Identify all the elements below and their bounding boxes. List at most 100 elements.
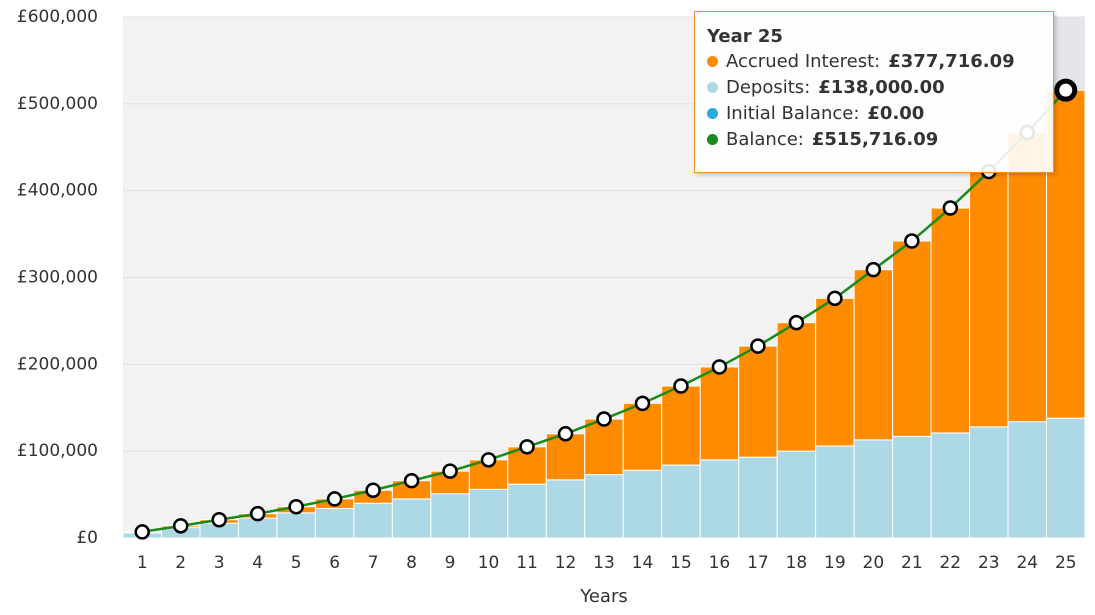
tooltip-value: £138,000.00 xyxy=(818,77,945,98)
bar-segment xyxy=(699,459,740,539)
x-tick-label: 7 xyxy=(368,553,379,573)
x-tick-label: 10 xyxy=(478,553,500,573)
tooltip-label: Balance: xyxy=(726,129,804,150)
bar-segment xyxy=(353,502,393,539)
tooltip-row: Deposits: £138,000.00 xyxy=(707,75,1041,101)
x-tick-label: 20 xyxy=(863,553,885,573)
tooltip: Year 25 Accrued Interest: £377,716.09 Depo… xyxy=(694,11,1054,173)
balance-point xyxy=(134,524,150,540)
bar-segment xyxy=(622,469,663,539)
bar-segment xyxy=(661,464,701,539)
bar-segment xyxy=(1007,131,1048,423)
bar-segment xyxy=(892,435,932,539)
balance-point xyxy=(711,359,728,375)
balance-point xyxy=(596,411,612,427)
tooltip-value: £0.00 xyxy=(867,103,925,124)
balance-point xyxy=(634,395,651,412)
bar-segment xyxy=(776,322,817,452)
bar-segment xyxy=(584,474,624,539)
y-tick-label: £300,000 xyxy=(17,268,98,288)
balance-point xyxy=(403,472,420,489)
bar-segment xyxy=(1007,421,1048,539)
bar-segment xyxy=(969,171,1009,428)
bar-segment xyxy=(468,488,509,539)
tooltip-dot xyxy=(707,108,718,119)
bar-segment xyxy=(738,456,778,539)
x-tick-label: 21 xyxy=(901,553,923,573)
bar-segment xyxy=(507,483,547,539)
bar-segment xyxy=(815,445,855,539)
bar-segment xyxy=(391,498,432,539)
bar-segment xyxy=(892,240,932,437)
tooltip-dot xyxy=(707,82,718,93)
balance-point xyxy=(750,338,766,354)
x-tick-label: 4 xyxy=(252,553,263,573)
x-tick-label: 11 xyxy=(516,553,538,573)
y-tick-label: £400,000 xyxy=(17,181,98,201)
tooltip-value: £515,716.09 xyxy=(811,129,939,150)
bar-segment xyxy=(430,493,470,539)
x-tick-label: 8 xyxy=(406,553,417,573)
tooltip-label: Deposits: xyxy=(726,77,811,98)
x-tick-label: 3 xyxy=(214,553,225,573)
balance-point xyxy=(249,505,266,522)
x-tick-label: 9 xyxy=(445,553,456,573)
tooltip-label: Initial Balance: xyxy=(726,103,860,124)
balance-point xyxy=(1054,78,1078,102)
balance-point xyxy=(904,233,920,249)
tooltip-dot xyxy=(707,134,718,145)
balance-point xyxy=(480,452,497,468)
x-axis-title: Years xyxy=(579,586,628,607)
x-tick-label: 5 xyxy=(291,553,302,573)
x-tick-label: 1 xyxy=(137,553,148,573)
y-tick-label: £600,000 xyxy=(17,7,98,27)
balance-point xyxy=(673,378,689,394)
bar-segment xyxy=(853,269,894,441)
bar-segment xyxy=(1046,417,1086,539)
x-tick-label: 13 xyxy=(593,553,615,573)
tooltip-row: Balance: £515,716.09 xyxy=(707,127,1041,153)
bar-segment xyxy=(314,507,355,539)
x-tick-label: 6 xyxy=(329,553,340,573)
balance-point xyxy=(365,482,381,498)
balance-point xyxy=(442,463,458,479)
balance-point xyxy=(942,200,959,216)
balance-point xyxy=(519,439,535,455)
x-tick-label: 18 xyxy=(786,553,808,573)
balance-point xyxy=(557,426,574,442)
tooltip-value: £377,716.09 xyxy=(888,51,1015,72)
tooltip-row: Accrued Interest: £377,716.09 xyxy=(707,49,1041,75)
bar-segment xyxy=(815,297,855,447)
bar-segment xyxy=(661,385,701,466)
balance-point xyxy=(211,512,227,528)
x-tick-label: 22 xyxy=(939,553,961,573)
tooltip-dot xyxy=(707,56,718,67)
x-tick-label: 23 xyxy=(978,553,1000,573)
tooltip-title: Year 25 xyxy=(707,26,783,47)
bar-segment xyxy=(699,366,740,461)
x-tick-label: 15 xyxy=(670,553,692,573)
x-tick-label: 16 xyxy=(709,553,731,573)
x-tick-label: 25 xyxy=(1055,553,1077,573)
bar-segment xyxy=(545,479,586,539)
x-tick-label: 24 xyxy=(1016,553,1038,573)
x-tick-label: 2 xyxy=(175,553,186,573)
tooltip-label: Accrued Interest: xyxy=(726,51,881,72)
bar-segment xyxy=(930,207,971,434)
bar-segment xyxy=(776,450,817,539)
balance-point xyxy=(827,290,843,307)
bar-segment xyxy=(622,402,663,471)
bar-segment xyxy=(969,426,1009,539)
balance-point xyxy=(788,314,805,331)
bar-segment xyxy=(584,418,624,476)
x-tick-label: 12 xyxy=(555,553,577,573)
bar-segment xyxy=(276,512,316,539)
y-tick-label: £200,000 xyxy=(17,354,98,374)
x-tick-label: 17 xyxy=(747,553,769,573)
y-tick-label: £500,000 xyxy=(17,94,98,114)
y-tick-label: £100,000 xyxy=(17,441,98,461)
y-tick-label: £0 xyxy=(76,528,98,548)
x-tick-label: 14 xyxy=(632,553,654,573)
tooltip-row: Initial Balance: £0.00 xyxy=(707,101,1041,127)
balance-point xyxy=(288,498,304,515)
